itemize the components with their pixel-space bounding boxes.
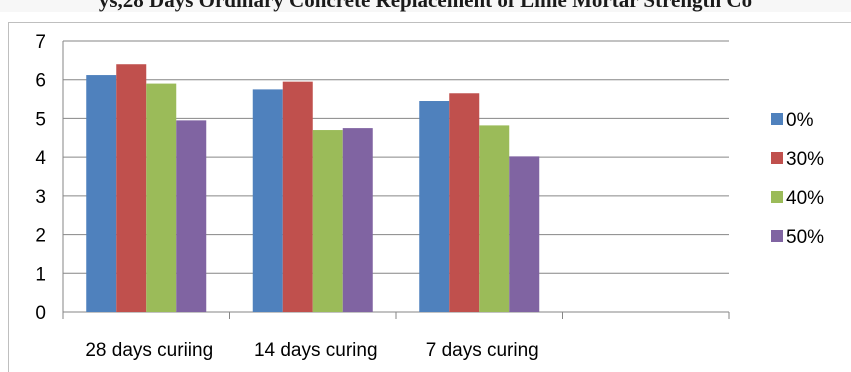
x-tick-label: 7 days curing bbox=[426, 340, 539, 361]
y-tick-label: 1 bbox=[35, 264, 46, 285]
y-tick-label: 3 bbox=[35, 187, 46, 208]
bar bbox=[176, 120, 207, 312]
bar bbox=[282, 81, 313, 313]
bar bbox=[479, 125, 510, 312]
bar bbox=[419, 101, 450, 312]
legend-label: 30% bbox=[786, 149, 824, 170]
legend-swatch bbox=[771, 152, 783, 164]
y-tick-label: 5 bbox=[35, 109, 46, 130]
bar bbox=[252, 89, 283, 313]
bar bbox=[509, 156, 540, 312]
y-tick-label: 4 bbox=[35, 148, 46, 169]
y-tick-label: 7 bbox=[35, 32, 46, 53]
x-tick-label: 28 days curiing bbox=[85, 340, 213, 361]
y-tick-label: 6 bbox=[35, 71, 46, 92]
bar bbox=[146, 83, 177, 312]
bar bbox=[312, 130, 343, 312]
legend-label: 0% bbox=[786, 110, 814, 131]
bar bbox=[342, 128, 373, 312]
legend-label: 50% bbox=[786, 227, 824, 248]
chart-frame bbox=[8, 22, 851, 372]
chart-title: ys,28 Days Ordinary Concrete Replacement… bbox=[98, 0, 753, 12]
y-tick-label: 2 bbox=[35, 226, 46, 247]
bar bbox=[86, 75, 117, 312]
legend-swatch bbox=[771, 230, 783, 242]
y-tick-label: 0 bbox=[35, 303, 46, 324]
x-tick-label: 14 days curing bbox=[254, 340, 378, 361]
legend-swatch bbox=[771, 113, 783, 125]
bar bbox=[116, 64, 147, 312]
page-top-strip bbox=[0, 0, 851, 12]
legend-swatch bbox=[771, 191, 783, 203]
bar bbox=[449, 93, 480, 312]
legend-label: 40% bbox=[786, 188, 824, 209]
